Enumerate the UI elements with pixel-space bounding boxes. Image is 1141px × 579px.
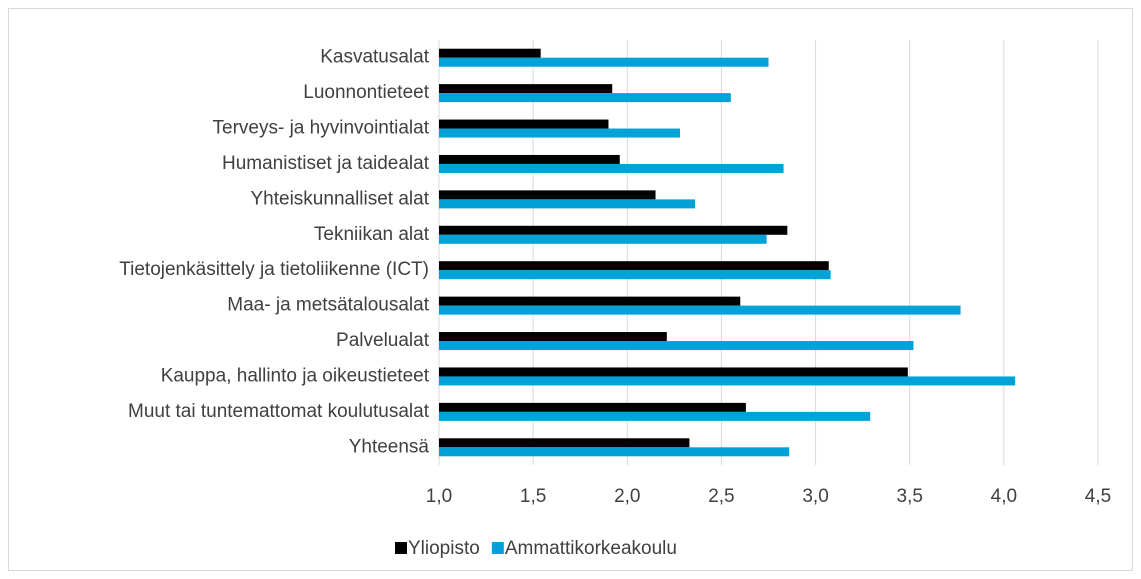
y-tick-label: Maa- ja metsätalousalat (227, 295, 429, 316)
y-tick-label: Palvelualat (336, 330, 430, 351)
bar (439, 128, 681, 138)
bar (439, 190, 656, 200)
x-tick-label: 3,5 (897, 486, 923, 507)
y-tick-label: Kasvatusalat (320, 47, 430, 68)
bar (439, 84, 613, 94)
y-tick-label: Yhteensä (349, 436, 430, 457)
legend-label: Yliopisto (408, 538, 480, 559)
x-tick-label: 4,5 (1085, 486, 1111, 507)
bar (439, 296, 741, 306)
y-tick-label: Muut tai tuntemattomat koulutusalat (128, 401, 430, 422)
bar (439, 305, 961, 315)
legend-swatch (395, 542, 407, 554)
bar (439, 154, 620, 164)
x-tick-label: 3,0 (802, 486, 828, 507)
bar (439, 199, 696, 209)
bar (439, 438, 690, 448)
bar (439, 163, 784, 173)
x-tick-label: 2,5 (708, 486, 734, 507)
x-tick-label: 4,0 (991, 486, 1017, 507)
x-tick-label: 1,5 (520, 486, 546, 507)
legend-swatch (491, 542, 504, 554)
bar (439, 57, 769, 67)
x-tick-label: 1,0 (426, 486, 452, 507)
y-tick-label: Humanistiset ja taidealat (222, 153, 430, 174)
bar (439, 411, 871, 421)
bar (439, 119, 609, 129)
bar (439, 332, 667, 342)
y-tick-label: Tietojenkäsittely ja tietoliikenne (ICT) (119, 259, 429, 280)
bar (439, 234, 767, 244)
chart-border (8, 8, 1133, 571)
bar (439, 261, 829, 271)
bar (439, 402, 746, 412)
x-tick-label: 2,0 (614, 486, 640, 507)
bar (439, 270, 831, 280)
bar (439, 367, 908, 377)
bar (439, 376, 1016, 386)
y-tick-label: Yhteiskunnalliset alat (251, 188, 430, 209)
legend-label: Ammattikorkeakoulu (505, 538, 677, 559)
y-tick-label: Tekniikan alat (314, 224, 430, 245)
y-tick-label: Terveys- ja hyvinvointialat (213, 118, 430, 139)
bar (439, 225, 788, 235)
y-tick-label: Luonnontieteet (303, 82, 429, 103)
bar (439, 48, 541, 58)
bar (439, 341, 914, 351)
y-tick-label: Kauppa, hallinto ja oikeustieteet (161, 365, 430, 386)
bar (439, 447, 790, 457)
bar (439, 93, 731, 103)
